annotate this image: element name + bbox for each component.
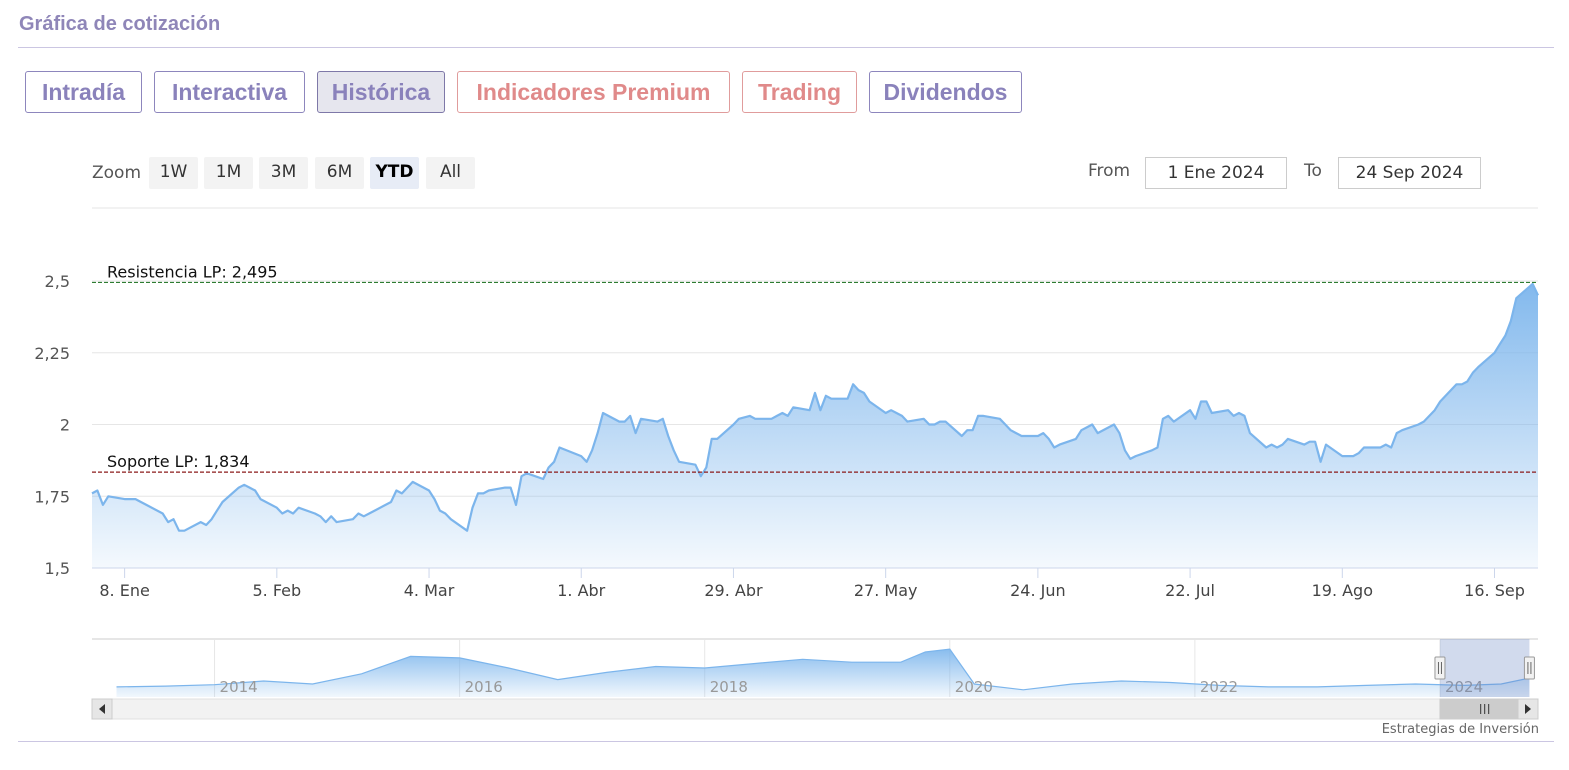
tab-trading[interactable]: Trading — [742, 71, 857, 113]
navigator-area — [116, 649, 1530, 697]
navigator-line — [116, 648, 1530, 691]
tab-indicadores-premium[interactable]: Indicadores Premium — [457, 71, 730, 113]
navigator-tick-label: 2022 — [1200, 678, 1238, 696]
navigator-tick-label: 2016 — [465, 678, 503, 696]
x-axis: 8. Ene 5. Feb 4. Mar 1. Abr 29. Abr 27. May 24… — [92, 567, 1538, 600]
x-tick-label: 22. Jul — [1165, 581, 1215, 600]
navigator[interactable]: 2014 2016 2018 2020 2022 2024 — [91, 638, 1539, 720]
y-axis: 1,5 1,75 2 2,25 2,5 — [34, 272, 70, 578]
bottom-divider — [18, 741, 1554, 742]
credits-text: Estrategias de Inversión — [1381, 722, 1539, 737]
to-date-input[interactable] — [1338, 157, 1481, 189]
navigator-left-handle[interactable] — [1434, 656, 1446, 680]
y-tick-label: 2,5 — [45, 272, 70, 291]
chevron-left-icon — [99, 704, 105, 714]
to-label: To — [1304, 161, 1322, 181]
x-tick-label: 16. Sep — [1464, 581, 1525, 600]
tab-dividendos[interactable]: Dividendos — [869, 71, 1022, 113]
x-tick-label: 29. Abr — [704, 581, 763, 600]
x-tick-label: 1. Abr — [557, 581, 605, 600]
zoom-1m-button[interactable]: 1M — [204, 157, 253, 189]
chevron-right-icon — [1525, 704, 1531, 714]
support-label: Soporte LP: 1,834 — [107, 452, 250, 471]
title-divider — [18, 47, 1554, 48]
zoom-6m-button[interactable]: 6M — [315, 157, 364, 189]
x-tick-label: 8. Ene — [99, 581, 149, 600]
x-tick-label: 27. May — [854, 581, 918, 600]
from-date-input[interactable] — [1145, 157, 1287, 189]
tab-historica[interactable]: Histórica — [317, 71, 445, 113]
price-area — [92, 283, 1538, 568]
x-tick-label: 24. Jun — [1010, 581, 1066, 600]
zoom-3m-button[interactable]: 3M — [259, 157, 308, 189]
x-tick-label: 4. Mar — [404, 581, 455, 600]
scrollbar-track — [91, 698, 1539, 720]
navigator-right-handle[interactable] — [1523, 656, 1535, 680]
navigator-tick-label: 2014 — [220, 678, 258, 696]
zoom-ytd-button[interactable]: YTD — [370, 157, 419, 189]
zoom-1w-button[interactable]: 1W — [149, 157, 198, 189]
tab-intradia[interactable]: Intradía — [25, 71, 142, 113]
navigator-tick-label: 2024 — [1445, 678, 1483, 696]
tab-interactiva[interactable]: Interactiva — [154, 71, 305, 113]
x-tick-label: 5. Feb — [252, 581, 301, 600]
y-tick-label: 2 — [60, 416, 70, 435]
from-label: From — [1088, 161, 1131, 181]
panel-title: Gráfica de cotización — [19, 13, 221, 35]
navigator-tick-label: 2020 — [955, 678, 993, 696]
resistance-label: Resistencia LP: 2,495 — [107, 262, 278, 281]
price-line — [91, 282, 1539, 532]
zoom-all-button[interactable]: All — [426, 157, 475, 189]
price-series — [91, 282, 1539, 568]
navigator-window — [1439, 639, 1530, 697]
y-tick-label: 1,5 — [45, 559, 70, 578]
zoom-label: Zoom — [92, 163, 142, 183]
y-tick-label: 1,75 — [34, 487, 70, 506]
navigator-tick-label: 2018 — [710, 678, 748, 696]
x-tick-label: 19. Ago — [1312, 581, 1373, 600]
y-tick-label: 2,25 — [34, 344, 70, 363]
reference-lines: Resistencia LP: 2,495 Soporte LP: 1,834 — [92, 262, 1538, 473]
